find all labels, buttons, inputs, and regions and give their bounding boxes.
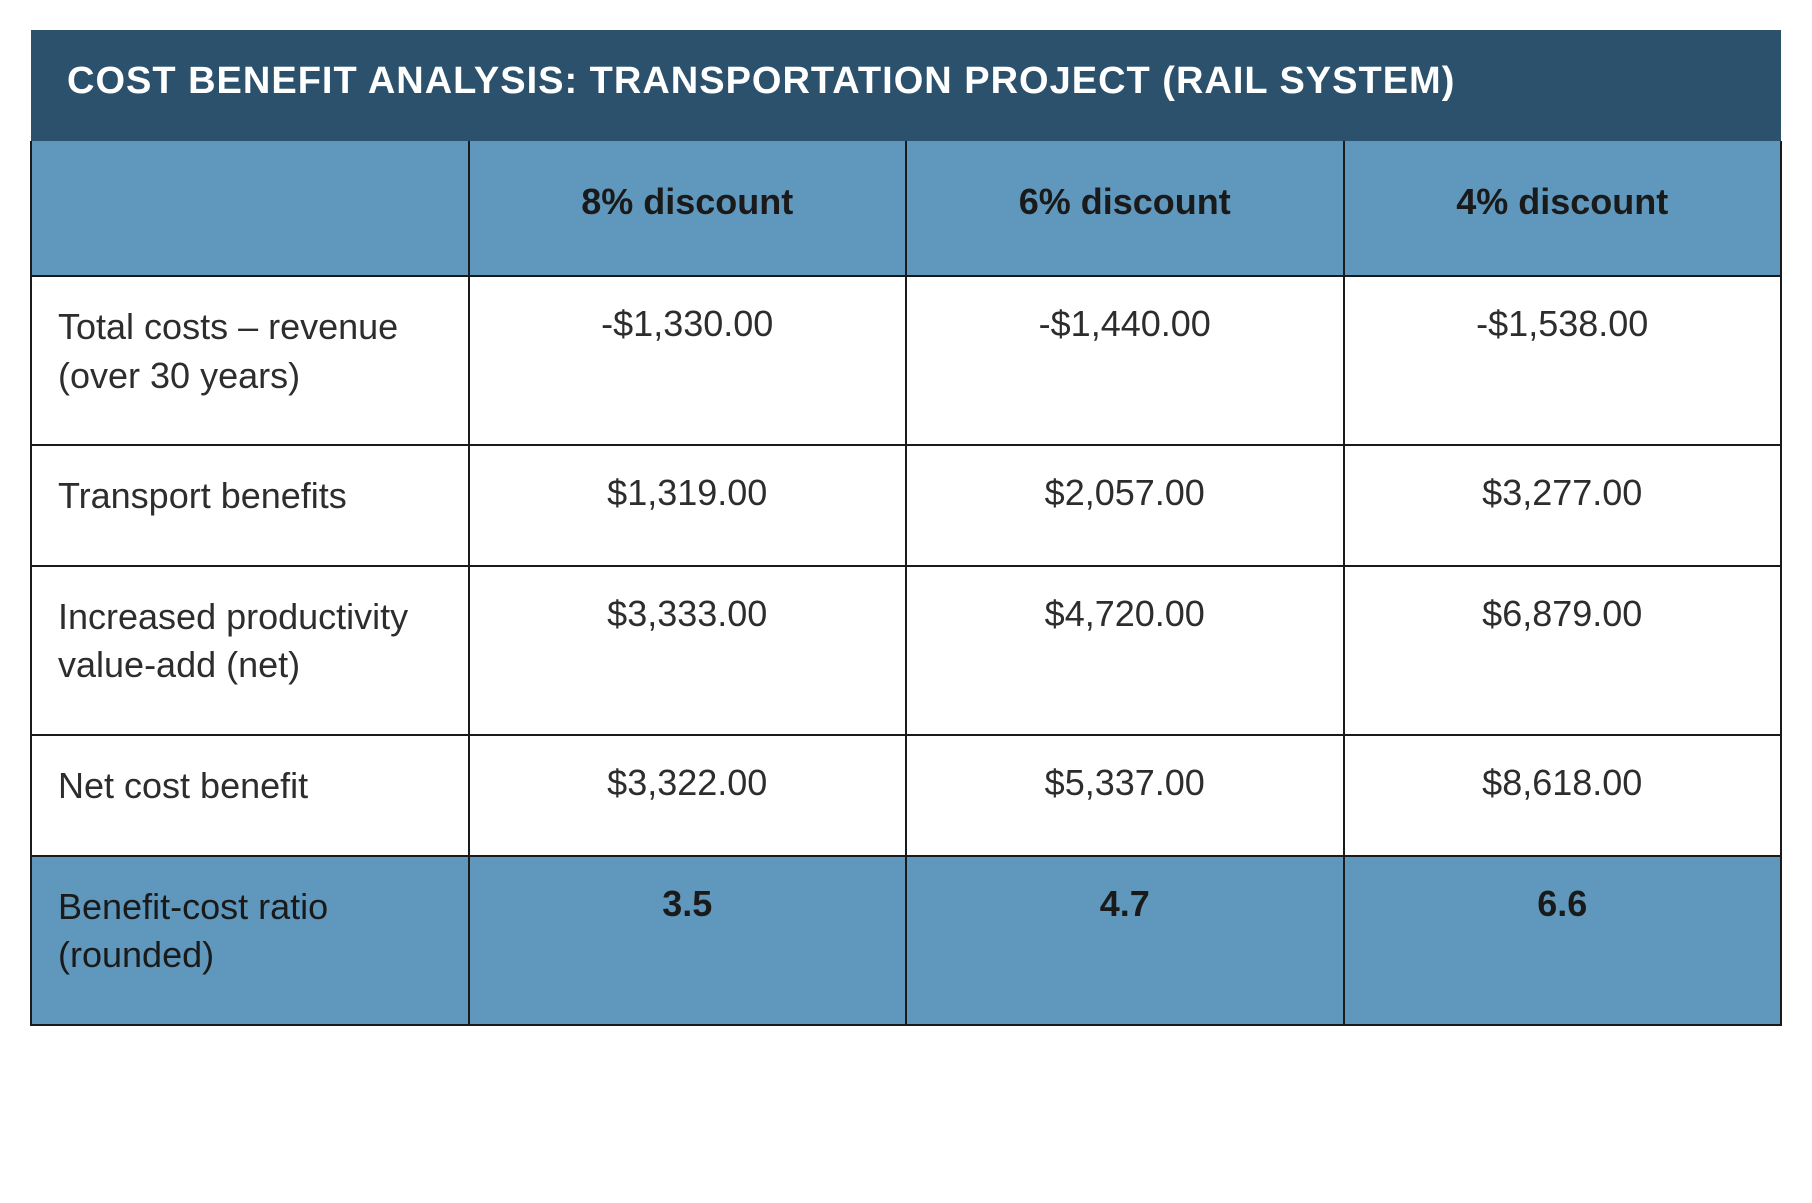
- cell-value: 4.7: [906, 856, 1344, 1025]
- cell-value: $3,322.00: [469, 735, 907, 856]
- cell-value: $2,057.00: [906, 445, 1344, 566]
- cell-value: 3.5: [469, 856, 907, 1025]
- cell-value: 6.6: [1344, 856, 1782, 1025]
- row-label-bc-ratio: Benefit-cost ratio (rounded): [31, 856, 469, 1025]
- table-row: Increased productivity value-add (net) $…: [31, 566, 1781, 735]
- table-title: COST BENEFIT ANALYSIS: TRANSPORTATION PR…: [31, 30, 1781, 141]
- cell-value: -$1,330.00: [469, 276, 907, 445]
- cell-value: $3,333.00: [469, 566, 907, 735]
- cell-value: $4,720.00: [906, 566, 1344, 735]
- cell-value: $8,618.00: [1344, 735, 1782, 856]
- cost-benefit-table: COST BENEFIT ANALYSIS: TRANSPORTATION PR…: [30, 30, 1782, 1026]
- cell-value: -$1,440.00: [906, 276, 1344, 445]
- cell-value: $1,319.00: [469, 445, 907, 566]
- cell-value: $3,277.00: [1344, 445, 1782, 566]
- column-header-4pct: 4% discount: [1344, 141, 1782, 276]
- cost-benefit-table-container: COST BENEFIT ANALYSIS: TRANSPORTATION PR…: [30, 30, 1782, 1026]
- row-label-net-benefit: Net cost benefit: [31, 735, 469, 856]
- table-title-row: COST BENEFIT ANALYSIS: TRANSPORTATION PR…: [31, 30, 1781, 141]
- column-header-8pct: 8% discount: [469, 141, 907, 276]
- table-row: Net cost benefit $3,322.00 $5,337.00 $8,…: [31, 735, 1781, 856]
- row-label-total-costs: Total costs – revenue (over 30 years): [31, 276, 469, 445]
- table-row: Transport benefits $1,319.00 $2,057.00 $…: [31, 445, 1781, 566]
- row-label-productivity: Increased productivity value-add (net): [31, 566, 469, 735]
- column-header-6pct: 6% discount: [906, 141, 1344, 276]
- column-header-label: [31, 141, 469, 276]
- cell-value: $6,879.00: [1344, 566, 1782, 735]
- cell-value: $5,337.00: [906, 735, 1344, 856]
- cell-value: -$1,538.00: [1344, 276, 1782, 445]
- table-row: Total costs – revenue (over 30 years) -$…: [31, 276, 1781, 445]
- table-row-summary: Benefit-cost ratio (rounded) 3.5 4.7 6.6: [31, 856, 1781, 1025]
- row-label-transport-benefits: Transport benefits: [31, 445, 469, 566]
- table-header-row: 8% discount 6% discount 4% discount: [31, 141, 1781, 276]
